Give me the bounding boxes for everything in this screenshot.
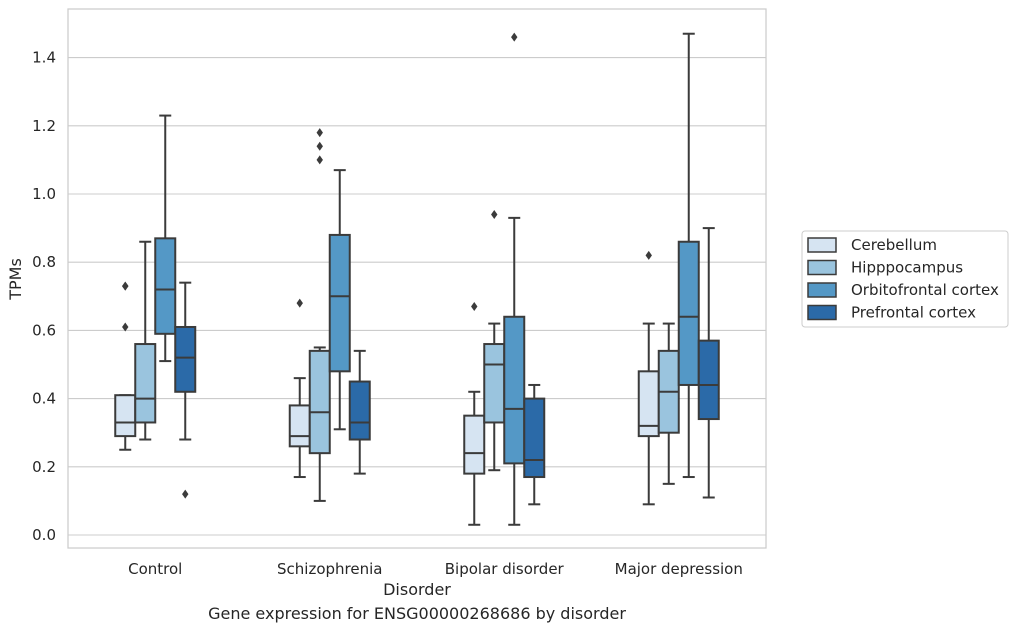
- plot-area-frame: [67, 8, 767, 549]
- legend-swatch: [807, 237, 837, 253]
- x-tick-labels: Control Schizophrenia Bipolar disorder Majo…: [128, 560, 743, 578]
- outlier-point: [316, 155, 323, 165]
- y-axis-label: TPMs: [6, 258, 25, 301]
- y-tick-label: 0.0: [32, 526, 56, 544]
- box: [657, 322, 680, 485]
- box-iqr: [463, 414, 486, 475]
- box: [483, 209, 506, 472]
- box-iqr: [174, 325, 197, 393]
- outlier-point: [296, 298, 303, 308]
- y-tick-label: 1.4: [32, 49, 56, 67]
- box-iqr: [134, 343, 157, 424]
- y-tick-label: 1.0: [32, 185, 56, 203]
- outlier-point: [491, 209, 498, 219]
- box: [308, 128, 331, 502]
- box-iqr: [483, 343, 506, 424]
- y-tick-label: 1.2: [32, 117, 56, 135]
- box: [677, 32, 700, 479]
- box-iqr: [697, 339, 720, 421]
- legend-item: Orbitofrontal cortex: [807, 281, 999, 299]
- series-prefrontal-cortex: [174, 227, 720, 506]
- box-iqr: [523, 397, 546, 479]
- legend-label: Prefrontal cortex: [851, 304, 976, 322]
- legend: Cerebellum Hipppocampus Orbitofrontal cort…: [801, 230, 1009, 328]
- box-series: [114, 32, 720, 526]
- legend-swatch: [807, 282, 837, 298]
- legend-swatch: [807, 304, 837, 321]
- outlier-point: [316, 141, 323, 151]
- box: [288, 298, 311, 479]
- figure-caption: Gene expression for ENSG00000268686 by d…: [208, 604, 626, 623]
- box: [328, 169, 351, 431]
- y-tick-label: 0.6: [32, 321, 56, 339]
- outlier-point: [645, 250, 652, 260]
- legend-item: Prefrontal cortex: [807, 304, 976, 322]
- box-iqr: [308, 349, 331, 455]
- x-tick-label: Control: [128, 560, 182, 578]
- box-iqr: [348, 380, 371, 441]
- box-iqr: [114, 394, 137, 438]
- box: [697, 227, 720, 499]
- y-tick-labels: 0.0 0.2 0.4 0.6 0.8 1.0 1.2 1.4: [32, 49, 56, 544]
- x-tick-label: Schizophrenia: [277, 560, 382, 578]
- box: [154, 114, 177, 363]
- outlier-point: [122, 322, 129, 332]
- box: [463, 302, 486, 526]
- series-hipppocampus: [134, 128, 680, 502]
- legend-label: Hipppocampus: [851, 259, 963, 277]
- box: [637, 250, 660, 506]
- x-tick-label: Major depression: [615, 560, 743, 578]
- outlier-point: [471, 302, 478, 312]
- legend-item: Cerebellum: [807, 236, 937, 254]
- legend-label: Orbitofrontal cortex: [851, 281, 999, 299]
- box: [348, 349, 371, 475]
- outlier-point: [182, 489, 189, 499]
- x-axis-label: Disorder: [383, 580, 451, 599]
- legend-frame: [801, 230, 1009, 328]
- outlier-point: [511, 32, 518, 42]
- series-cerebellum: [114, 250, 660, 526]
- box-iqr: [288, 404, 311, 448]
- box: [174, 281, 197, 499]
- box-iqr: [328, 233, 351, 373]
- y-tick-label: 0.2: [32, 458, 56, 476]
- box: [503, 32, 526, 526]
- box-iqr: [503, 315, 526, 465]
- series-orbitofrontal-cortex: [154, 32, 700, 526]
- legend-item: Hipppocampus: [807, 259, 963, 277]
- box-iqr: [154, 237, 177, 335]
- box: [114, 281, 137, 451]
- outlier-point: [316, 128, 323, 138]
- box: [134, 240, 157, 441]
- box-iqr: [677, 240, 700, 386]
- box: [523, 383, 546, 506]
- outlier-point: [122, 281, 129, 291]
- legend-swatch: [807, 259, 837, 276]
- x-tick-label: Bipolar disorder: [445, 560, 565, 578]
- y-tick-label: 0.4: [32, 390, 56, 408]
- y-tick-label: 0.8: [32, 253, 56, 271]
- legend-label: Cerebellum: [851, 236, 937, 254]
